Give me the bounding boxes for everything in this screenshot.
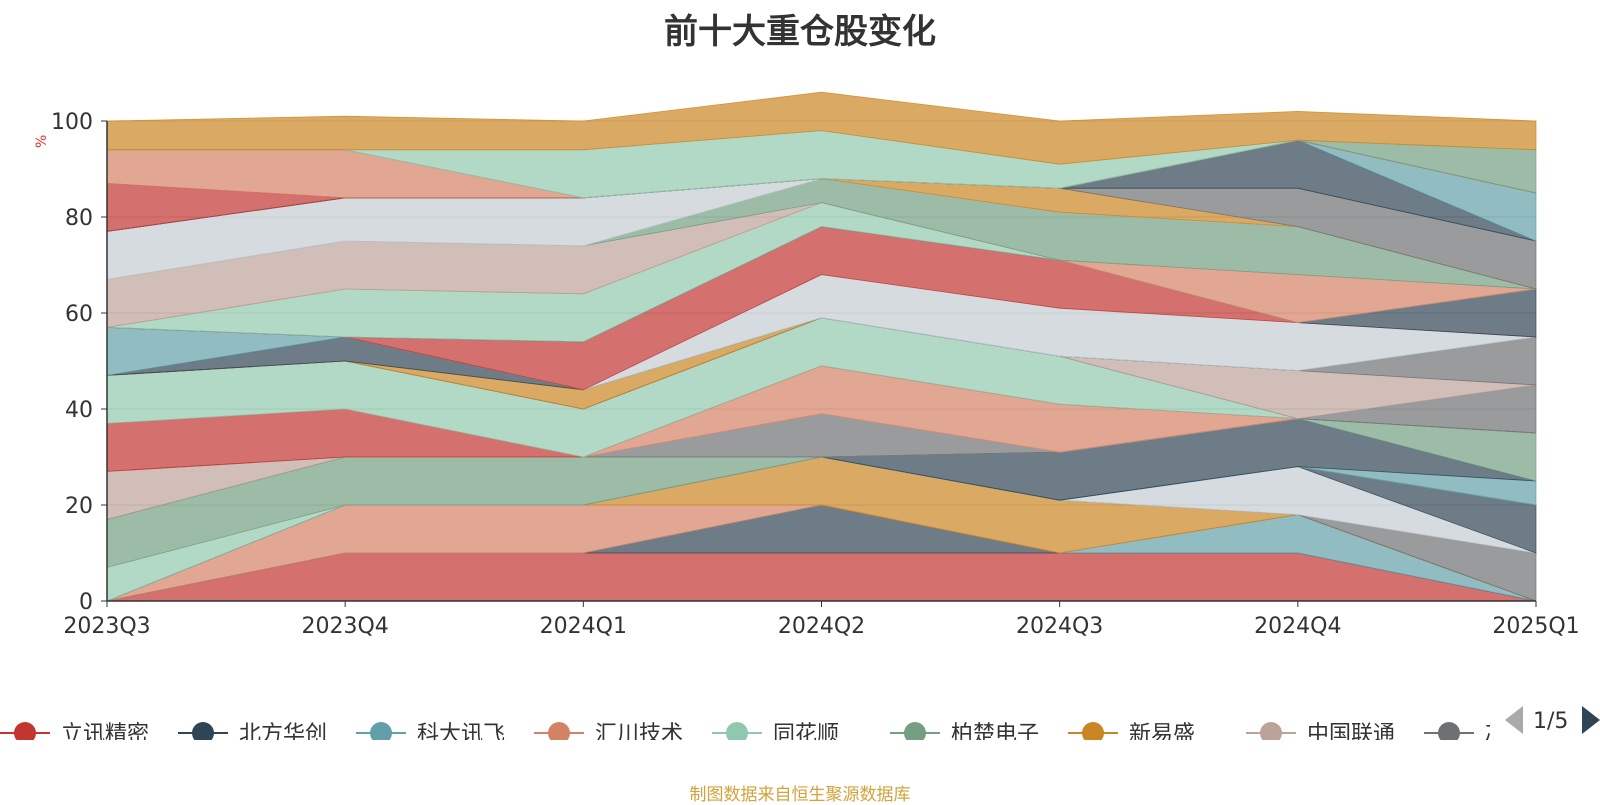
legend-prev-arrow-icon[interactable]	[1505, 706, 1523, 734]
legend-label: 汇川技术	[595, 722, 683, 747]
axis-layer: 0 20 40 60 80 100 2023Q3 2023Q4 2024Q1 2024Q2 2024…	[51, 110, 1580, 639]
legend-circle-marker	[548, 722, 570, 740]
legend-item[interactable]: 新易盛	[1068, 722, 1195, 747]
y-tick-label: 20	[65, 494, 93, 519]
x-tick-label: 2024Q4	[1254, 614, 1341, 639]
legend-page-indicator: 1/5	[1533, 709, 1568, 734]
y-tick-label: 40	[65, 398, 93, 423]
legend-circle-marker	[1082, 722, 1104, 740]
legend-circle-marker	[1438, 722, 1460, 740]
legend-item[interactable]: 同花顺	[712, 722, 839, 747]
legend-label: 芯原股	[1485, 722, 1551, 747]
legend-circle-marker	[1260, 722, 1282, 740]
legend-label: 北方华创	[239, 722, 327, 747]
y-tick-label: 0	[79, 590, 93, 615]
y-tick-label: 60	[65, 302, 93, 327]
legend-item[interactable]: 柏楚电子	[890, 722, 1039, 747]
legend-items: 立讯精密 北方华创 科大讯飞 汇川技术 同花顺 柏楚电子 新易盛 中国联通 芯原股	[0, 722, 1551, 747]
legend-item[interactable]: 汇川技术	[534, 722, 683, 747]
legend-label: 同花顺	[773, 722, 839, 747]
legend-circle-marker	[192, 722, 214, 740]
legend-pager: 1/5	[1505, 706, 1600, 734]
data-source-footer: 制图数据来自恒生聚源数据库	[689, 785, 911, 805]
legend-circle-marker	[370, 722, 392, 740]
area-series-0[interactable]	[106, 552, 1537, 602]
legend-circle-marker	[904, 722, 926, 740]
legend-circle-marker	[14, 722, 36, 740]
chart-title: 前十大重仓股变化	[664, 12, 936, 52]
legend-label: 科大讯飞	[417, 722, 505, 747]
legend-item[interactable]: 北方华创	[178, 722, 327, 747]
legend[interactable]: 立讯精密 北方华创 科大讯飞 汇川技术 同花顺 柏楚电子 新易盛 中国联通 芯原股	[0, 722, 1551, 747]
legend-next-arrow-icon[interactable]	[1582, 706, 1600, 734]
x-tick-label: 2023Q4	[302, 614, 389, 639]
legend-item[interactable]: 立讯精密	[0, 722, 149, 747]
x-tick-label: 2024Q1	[540, 614, 627, 639]
area-layer	[106, 91, 1537, 602]
legend-item[interactable]: 芯原股	[1424, 722, 1551, 747]
legend-label: 中国联通	[1307, 722, 1395, 747]
legend-item[interactable]: 中国联通	[1246, 722, 1395, 747]
x-tick-label: 2024Q2	[778, 614, 865, 639]
x-tick-label: 2023Q3	[63, 614, 150, 639]
x-tick-label: 2025Q1	[1492, 614, 1579, 639]
legend-circle-marker	[726, 722, 748, 740]
x-tick-label: 2024Q3	[1016, 614, 1103, 639]
area-series-41[interactable]	[106, 91, 1537, 165]
legend-item[interactable]: 科大讯飞	[356, 722, 505, 747]
y-tick-label: 100	[51, 110, 93, 135]
legend-label: 新易盛	[1129, 722, 1195, 747]
legend-label: 柏楚电子	[951, 722, 1039, 747]
legend-label: 立讯精密	[61, 722, 149, 747]
y-tick-label: 80	[65, 206, 93, 231]
